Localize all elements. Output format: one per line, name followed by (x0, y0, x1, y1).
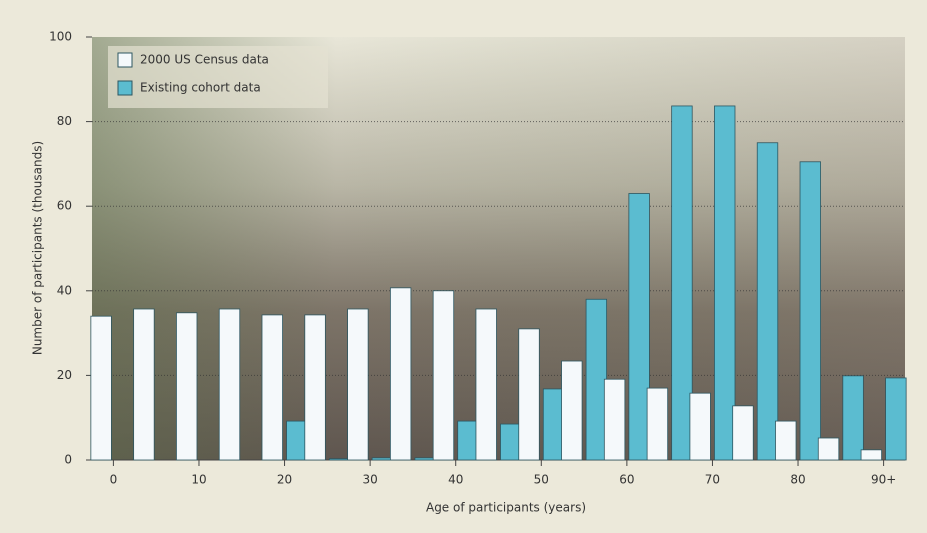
x-tick-label: 70 (705, 473, 720, 487)
bar (628, 193, 650, 461)
bar (133, 308, 155, 461)
x-tick-label: 90+ (871, 473, 896, 487)
bar (518, 328, 540, 461)
x-tick-label: 60 (619, 473, 634, 487)
bar (347, 308, 369, 461)
y-tick-label: 60 (57, 199, 72, 213)
bar (646, 387, 669, 461)
legend-box (108, 46, 328, 108)
x-tick-label: 40 (448, 473, 463, 487)
bar (732, 405, 754, 461)
legend-label: 2000 US Census data (140, 53, 269, 67)
legend-swatch (117, 52, 133, 68)
legend-swatch (117, 80, 133, 96)
bar (817, 437, 840, 461)
bar (671, 105, 693, 461)
bar (432, 290, 455, 461)
bar (414, 457, 436, 461)
x-tick-label: 50 (534, 473, 549, 487)
bar (775, 420, 797, 461)
x-tick-label: 80 (790, 473, 805, 487)
legend-label: Existing cohort data (140, 81, 261, 95)
bar (90, 315, 112, 461)
legend: 2000 US Census data Existing cohort data (108, 46, 328, 108)
bar (714, 105, 736, 461)
x-axis-title: Age of participants (years) (426, 501, 586, 515)
bar (799, 161, 821, 461)
bar (261, 314, 283, 461)
bar (304, 314, 326, 461)
bar (286, 420, 308, 461)
x-tick-label: 0 (110, 473, 118, 487)
bar (756, 142, 779, 461)
x-tick-label: 10 (191, 473, 206, 487)
bar (176, 312, 198, 461)
bar (689, 392, 711, 461)
bar (328, 458, 351, 461)
y-axis-title: Number of participants (thousands) (31, 141, 45, 355)
bar (603, 378, 626, 461)
y-tick-label: 100 (49, 30, 72, 44)
y-tick-label: 0 (64, 453, 72, 467)
y-tick-label: 20 (57, 368, 72, 382)
y-tick-label: 80 (57, 114, 72, 128)
bar (457, 420, 479, 461)
x-tick-label: 20 (277, 473, 292, 487)
bar (561, 360, 583, 461)
bar (371, 457, 394, 461)
bar (585, 298, 608, 461)
bar (885, 377, 907, 461)
bar (842, 375, 864, 461)
bar (860, 449, 883, 461)
bar (500, 423, 522, 461)
bar (389, 287, 412, 461)
x-tick-label: 30 (362, 473, 377, 487)
bar (218, 308, 241, 461)
bar (542, 388, 565, 461)
y-tick-label: 40 (57, 283, 72, 297)
bar (475, 308, 497, 461)
